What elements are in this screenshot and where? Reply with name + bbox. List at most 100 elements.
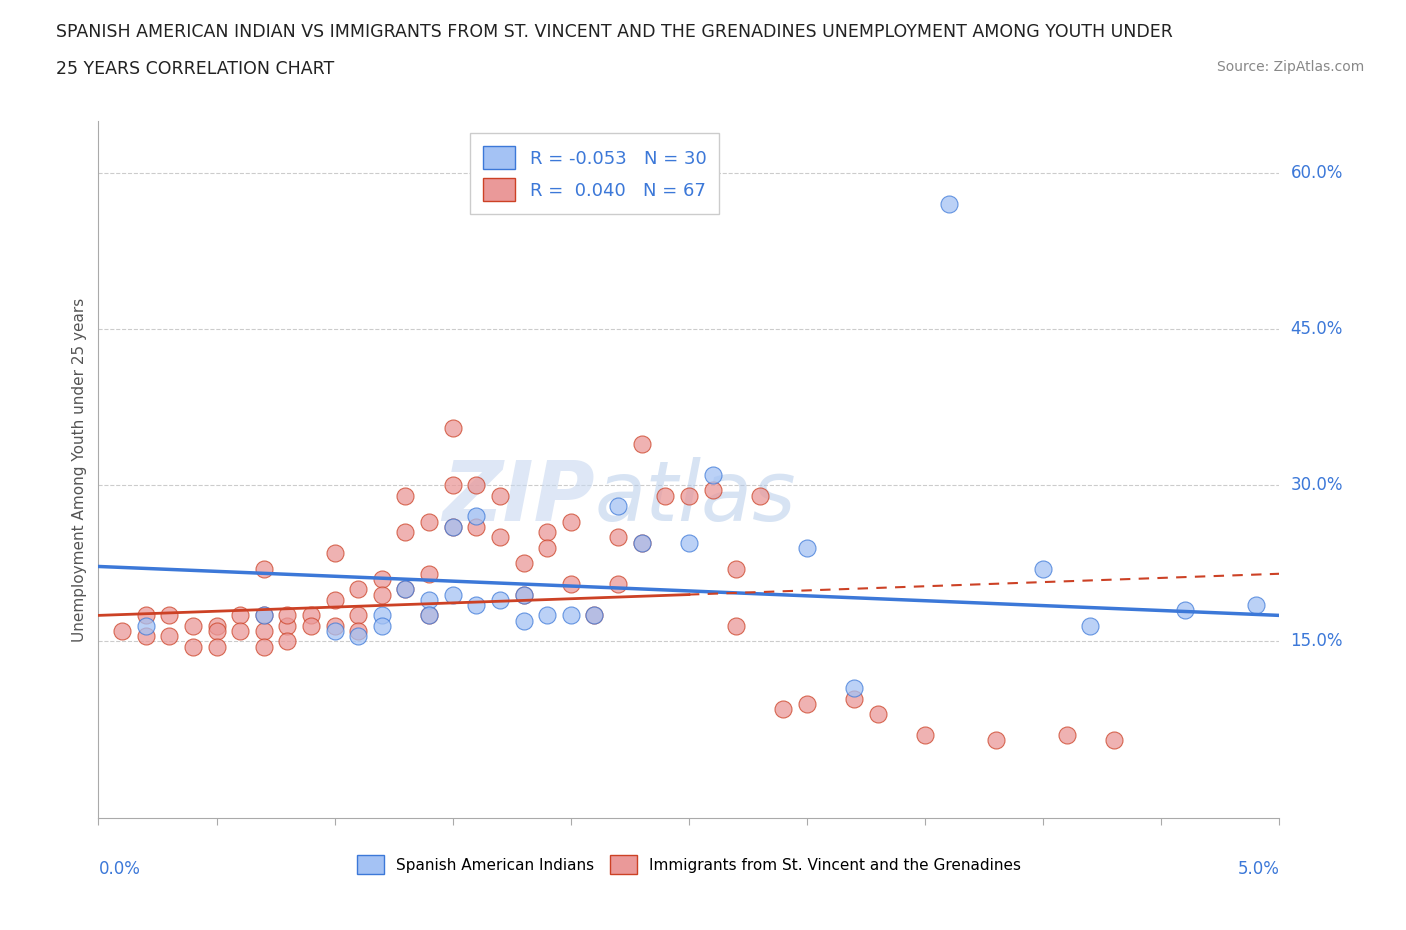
Point xyxy=(135,629,157,644)
Point xyxy=(1032,561,1054,576)
Point xyxy=(866,707,889,722)
Point xyxy=(157,608,180,623)
Point xyxy=(630,535,652,550)
Text: 30.0%: 30.0% xyxy=(1291,476,1343,494)
Point xyxy=(583,608,606,623)
Point xyxy=(725,618,748,633)
Text: SPANISH AMERICAN INDIAN VS IMMIGRANTS FROM ST. VINCENT AND THE GRENADINES UNEMPL: SPANISH AMERICAN INDIAN VS IMMIGRANTS FR… xyxy=(56,23,1173,41)
Point xyxy=(465,509,488,524)
Point xyxy=(135,608,157,623)
Point xyxy=(371,618,394,633)
Point xyxy=(418,608,440,623)
Point xyxy=(512,587,534,602)
Point xyxy=(678,488,700,503)
Point xyxy=(748,488,770,503)
Point xyxy=(371,587,394,602)
Point xyxy=(418,566,440,581)
Point xyxy=(418,514,440,529)
Text: Source: ZipAtlas.com: Source: ZipAtlas.com xyxy=(1216,60,1364,74)
Point xyxy=(253,624,276,639)
Point xyxy=(181,639,204,654)
Point xyxy=(465,478,488,493)
Point xyxy=(299,618,322,633)
Point xyxy=(630,535,652,550)
Point xyxy=(536,525,558,539)
Point xyxy=(418,608,440,623)
Point xyxy=(276,634,298,649)
Point xyxy=(253,608,276,623)
Point xyxy=(323,624,346,639)
Point xyxy=(181,618,204,633)
Point xyxy=(560,514,582,529)
Point xyxy=(489,530,512,545)
Point xyxy=(654,488,676,503)
Point xyxy=(323,592,346,607)
Point xyxy=(205,624,228,639)
Point xyxy=(844,691,866,706)
Point xyxy=(796,540,818,555)
Point xyxy=(441,520,464,535)
Point xyxy=(512,587,534,602)
Point xyxy=(441,478,464,493)
Point xyxy=(536,540,558,555)
Point xyxy=(1080,618,1102,633)
Point xyxy=(702,483,724,498)
Point xyxy=(512,556,534,571)
Point xyxy=(157,629,180,644)
Point xyxy=(1174,603,1197,618)
Point xyxy=(441,587,464,602)
Point xyxy=(702,468,724,483)
Point xyxy=(229,624,252,639)
Point xyxy=(135,618,157,633)
Point xyxy=(796,697,818,711)
Point xyxy=(607,577,630,591)
Text: atlas: atlas xyxy=(595,457,796,538)
Point xyxy=(914,727,936,742)
Point xyxy=(583,608,606,623)
Point xyxy=(253,639,276,654)
Point xyxy=(489,488,512,503)
Point xyxy=(371,572,394,587)
Point xyxy=(347,582,370,597)
Text: 60.0%: 60.0% xyxy=(1291,164,1343,182)
Point xyxy=(394,582,416,597)
Point xyxy=(394,488,416,503)
Point xyxy=(465,598,488,613)
Point xyxy=(323,618,346,633)
Point xyxy=(441,420,464,435)
Point xyxy=(347,629,370,644)
Text: 25 YEARS CORRELATION CHART: 25 YEARS CORRELATION CHART xyxy=(56,60,335,78)
Point xyxy=(253,608,276,623)
Point xyxy=(512,613,534,628)
Point xyxy=(465,520,488,535)
Point xyxy=(229,608,252,623)
Point xyxy=(1102,733,1125,748)
Point xyxy=(678,535,700,550)
Point xyxy=(299,608,322,623)
Point xyxy=(536,608,558,623)
Y-axis label: Unemployment Among Youth under 25 years: Unemployment Among Youth under 25 years xyxy=(72,298,87,642)
Point xyxy=(772,701,794,716)
Point xyxy=(276,618,298,633)
Point xyxy=(630,436,652,451)
Point xyxy=(323,546,346,561)
Point xyxy=(607,498,630,513)
Text: 5.0%: 5.0% xyxy=(1237,860,1279,878)
Point xyxy=(394,525,416,539)
Point xyxy=(111,624,134,639)
Text: 0.0%: 0.0% xyxy=(98,860,141,878)
Point xyxy=(347,608,370,623)
Point xyxy=(347,624,370,639)
Point xyxy=(205,639,228,654)
Point xyxy=(607,530,630,545)
Point xyxy=(276,608,298,623)
Point xyxy=(418,592,440,607)
Point xyxy=(394,582,416,597)
Text: 15.0%: 15.0% xyxy=(1291,632,1343,650)
Legend: Spanish American Indians, Immigrants from St. Vincent and the Grenadines: Spanish American Indians, Immigrants fro… xyxy=(350,849,1028,881)
Point xyxy=(205,618,228,633)
Point xyxy=(844,681,866,696)
Point xyxy=(984,733,1007,748)
Text: ZIP: ZIP xyxy=(441,457,595,538)
Text: 45.0%: 45.0% xyxy=(1291,320,1343,339)
